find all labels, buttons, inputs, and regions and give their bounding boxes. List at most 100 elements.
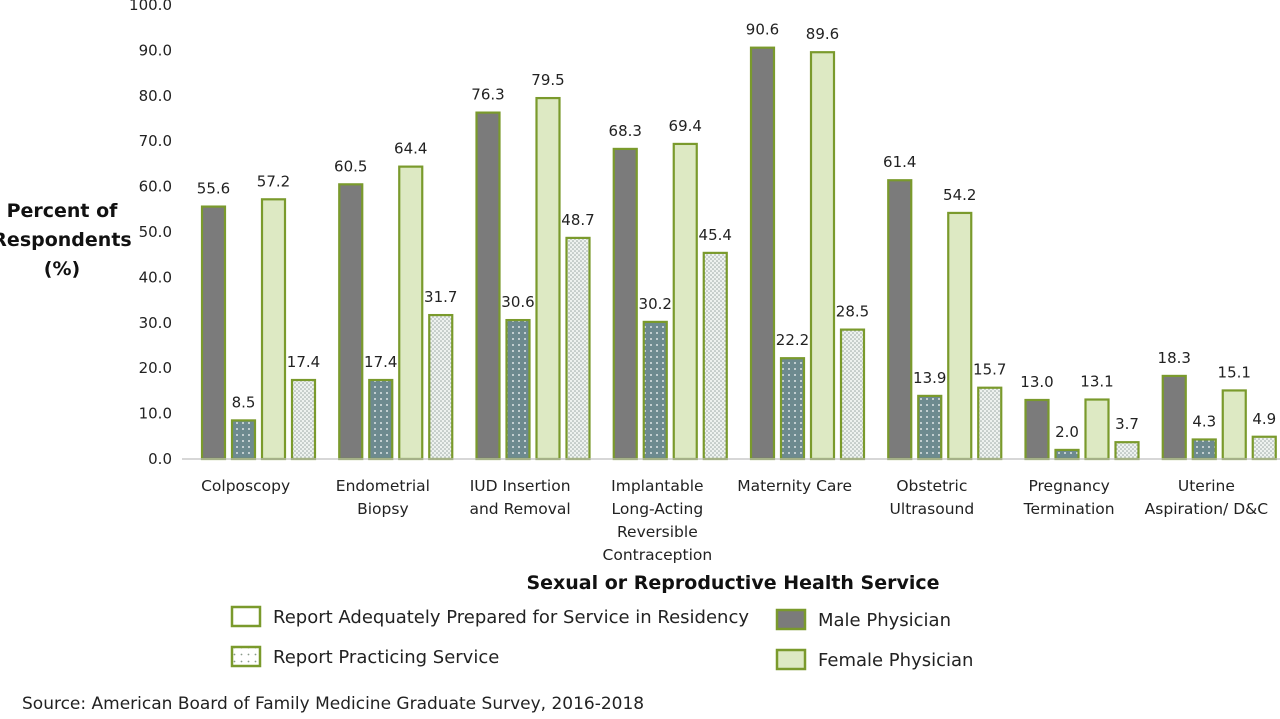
- bar-female-practicing: [290, 378, 317, 461]
- bar-female-practicing: [839, 328, 866, 461]
- bar-male-prepared: [887, 179, 913, 461]
- legend-swatch: [230, 645, 262, 668]
- bar-male-practicing: [505, 318, 531, 461]
- x-tick-label: IUD Insertion and Removal: [469, 477, 570, 518]
- y-tick-label: 80.0: [139, 87, 172, 105]
- data-label: 13.0: [1020, 373, 1053, 391]
- bar-female-prepared: [947, 211, 973, 461]
- bar-male-prepared: [475, 111, 501, 461]
- x-tick-label: Obstetric Ultrasound: [890, 477, 975, 518]
- data-label: 17.4: [287, 353, 320, 371]
- data-label: 76.3: [471, 86, 504, 104]
- data-label: 13.9: [913, 369, 946, 387]
- y-axis: 0.0 10.0 20.0 30.0 40.0 50.0 60.0 70.0 80.0 90.0 1…: [129, 0, 172, 468]
- bar-female-practicing: [702, 251, 728, 461]
- y-axis-title-line: Respondents: [0, 229, 132, 251]
- data-label: 30.6: [501, 293, 534, 311]
- legend-swatch: [775, 608, 807, 631]
- data-label: 55.6: [197, 180, 230, 198]
- legend-label: Male Physician: [818, 610, 951, 631]
- data-label: 4.9: [1252, 410, 1276, 428]
- bar-male-practicing: [1054, 448, 1080, 461]
- bar-male-prepared: [200, 205, 227, 461]
- y-tick-label: 20.0: [139, 359, 172, 377]
- data-label: 61.4: [883, 153, 916, 171]
- data-label: 3.7: [1115, 415, 1139, 433]
- data-label: 79.5: [531, 71, 564, 89]
- y-tick-label: 60.0: [139, 178, 172, 196]
- bar-male-practicing: [642, 320, 668, 461]
- legend-label: Female Physician: [818, 650, 973, 671]
- bar-male-prepared: [749, 46, 776, 461]
- data-label: 69.4: [669, 117, 702, 135]
- data-label: 2.0: [1055, 423, 1079, 441]
- value-labels: 55.6 8.5 57.2 17.4 60.5 17.4 64.4 31.7 76.3 30.6 7…: [197, 21, 1276, 441]
- data-label: 31.7: [424, 288, 457, 306]
- data-label: 54.2: [943, 186, 976, 204]
- data-label: 18.3: [1158, 349, 1191, 367]
- data-label: 48.7: [561, 211, 594, 229]
- legend-swatch: [230, 605, 262, 628]
- y-axis-title: Percent of Respondents (%): [0, 200, 132, 280]
- data-label: 15.1: [1218, 363, 1251, 381]
- source-note: Source: American Board of Family Medicin…: [22, 694, 645, 714]
- bar-female-prepared: [535, 96, 561, 461]
- bar-female-prepared: [1084, 398, 1110, 461]
- data-label: 4.3: [1192, 412, 1216, 430]
- x-axis-title: Sexual or Reproductive Health Service: [526, 572, 939, 594]
- x-axis: Colposcopy Endometrial Biopsy IUD Insertion…: [182, 458, 1280, 564]
- data-label: 60.5: [334, 157, 367, 175]
- data-label: 45.4: [699, 226, 732, 244]
- data-label: 17.4: [364, 353, 397, 371]
- data-label: 28.5: [836, 303, 869, 321]
- bar-male-prepared: [612, 147, 638, 461]
- data-label: 8.5: [232, 393, 256, 411]
- x-tick-label: Maternity Care: [737, 477, 852, 495]
- data-label: 30.2: [639, 295, 672, 313]
- bar-female-practicing: [1114, 441, 1140, 461]
- bar-female-prepared: [809, 51, 836, 461]
- bar-female-prepared: [1221, 389, 1247, 461]
- y-tick-label: 90.0: [139, 41, 172, 59]
- legend-label: Report Adequately Prepared for Service i…: [273, 607, 749, 628]
- bar-male-practicing: [230, 419, 257, 461]
- bar-female-prepared: [398, 165, 424, 461]
- data-label: 13.1: [1080, 373, 1113, 391]
- y-tick-label: 0.0: [148, 450, 172, 468]
- y-tick-label: 10.0: [139, 405, 172, 423]
- y-tick-label: 30.0: [139, 314, 172, 332]
- x-tick-label: Uterine Aspiration/ D&C: [1145, 477, 1268, 518]
- y-tick-label: 100.0: [129, 0, 172, 14]
- x-tick-label: Pregnancy Termination: [1023, 477, 1115, 518]
- data-label: 15.7: [973, 361, 1006, 379]
- bars-layer: [200, 46, 1277, 461]
- data-label: 90.6: [746, 21, 779, 39]
- bar-male-practicing: [779, 357, 806, 461]
- bar-female-practicing: [977, 386, 1003, 461]
- data-label: 22.2: [776, 331, 809, 349]
- data-label: 89.6: [806, 25, 839, 43]
- data-label: 57.2: [257, 172, 290, 190]
- bar-female-prepared: [672, 142, 698, 461]
- bar-female-practicing: [1251, 435, 1277, 461]
- y-tick-label: 50.0: [139, 223, 172, 241]
- data-label: 64.4: [394, 140, 427, 158]
- bar-male-practicing: [917, 394, 943, 461]
- data-label: 68.3: [609, 122, 642, 140]
- y-tick-label: 40.0: [139, 268, 172, 286]
- y-tick-label: 70.0: [139, 132, 172, 150]
- bar-female-prepared: [260, 198, 287, 461]
- bar-male-prepared: [1161, 374, 1187, 461]
- bar-female-practicing: [565, 236, 591, 461]
- legend-swatch: [775, 648, 807, 671]
- y-axis-title-line: Percent of: [7, 200, 119, 222]
- x-tick-label: Colposcopy: [201, 477, 290, 495]
- y-axis-title-line: (%): [44, 258, 80, 280]
- legend: Report Adequately Prepared for Service i…: [230, 605, 973, 671]
- bar-male-prepared: [338, 183, 364, 461]
- bar-male-prepared: [1024, 398, 1050, 461]
- bar-male-practicing: [1191, 438, 1217, 461]
- legend-label: Report Practicing Service: [273, 647, 499, 668]
- x-tick-label: Endometrial Biopsy: [336, 477, 430, 518]
